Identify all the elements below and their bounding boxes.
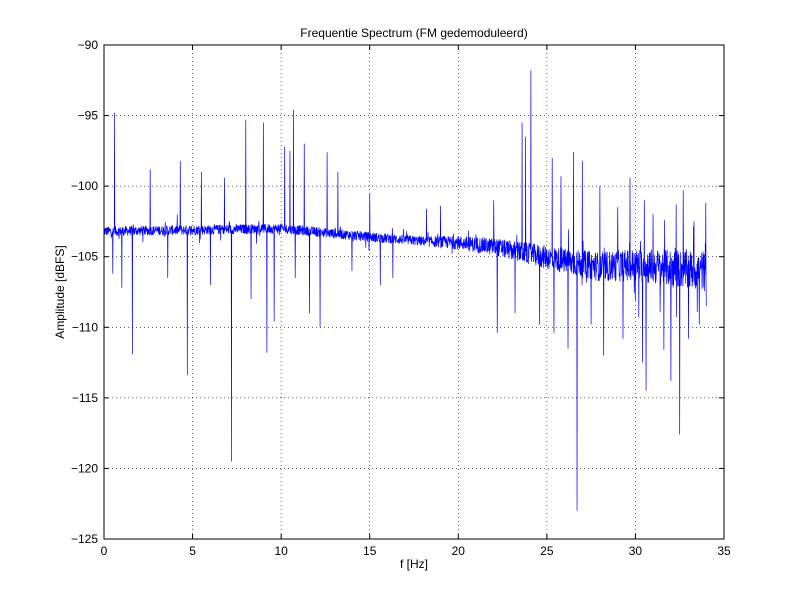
x-tick-label: 10: [274, 544, 288, 558]
axes-box: [103, 44, 725, 540]
y-tick-label: −100: [71, 179, 98, 193]
y-tick-label: −95: [78, 109, 99, 123]
x-tick-label: 0: [101, 544, 108, 558]
x-tick-label: 25: [540, 544, 554, 558]
x-tick-label: 30: [629, 544, 643, 558]
y-tick-label: −115: [72, 391, 98, 405]
y-axis-label: Amplitude [dBFS]: [53, 245, 67, 338]
x-tick-label: 15: [363, 544, 377, 558]
spectrum-line: [104, 70, 707, 511]
x-tick-label: 5: [189, 544, 196, 558]
x-tick-label: 35: [717, 544, 731, 558]
y-tick-label: −110: [72, 320, 98, 334]
tick-marks: [103, 44, 725, 540]
tick-labels: 0 5 10 15 20 25 30 35 −125 −120 −115 −110 −105 −100 −9…: [71, 38, 731, 558]
data-series: [104, 70, 707, 511]
plot-area: [104, 45, 724, 539]
x-axis-label: f [Hz]: [400, 557, 428, 571]
y-tick-label: −120: [71, 461, 98, 475]
y-tick-label: −125: [71, 532, 98, 546]
y-tick-label: −105: [71, 250, 98, 264]
x-tick-label: 20: [452, 544, 466, 558]
y-tick-label: −90: [78, 38, 99, 52]
chart-title: Frequentie Spectrum (FM gedemoduleerd): [300, 26, 527, 40]
